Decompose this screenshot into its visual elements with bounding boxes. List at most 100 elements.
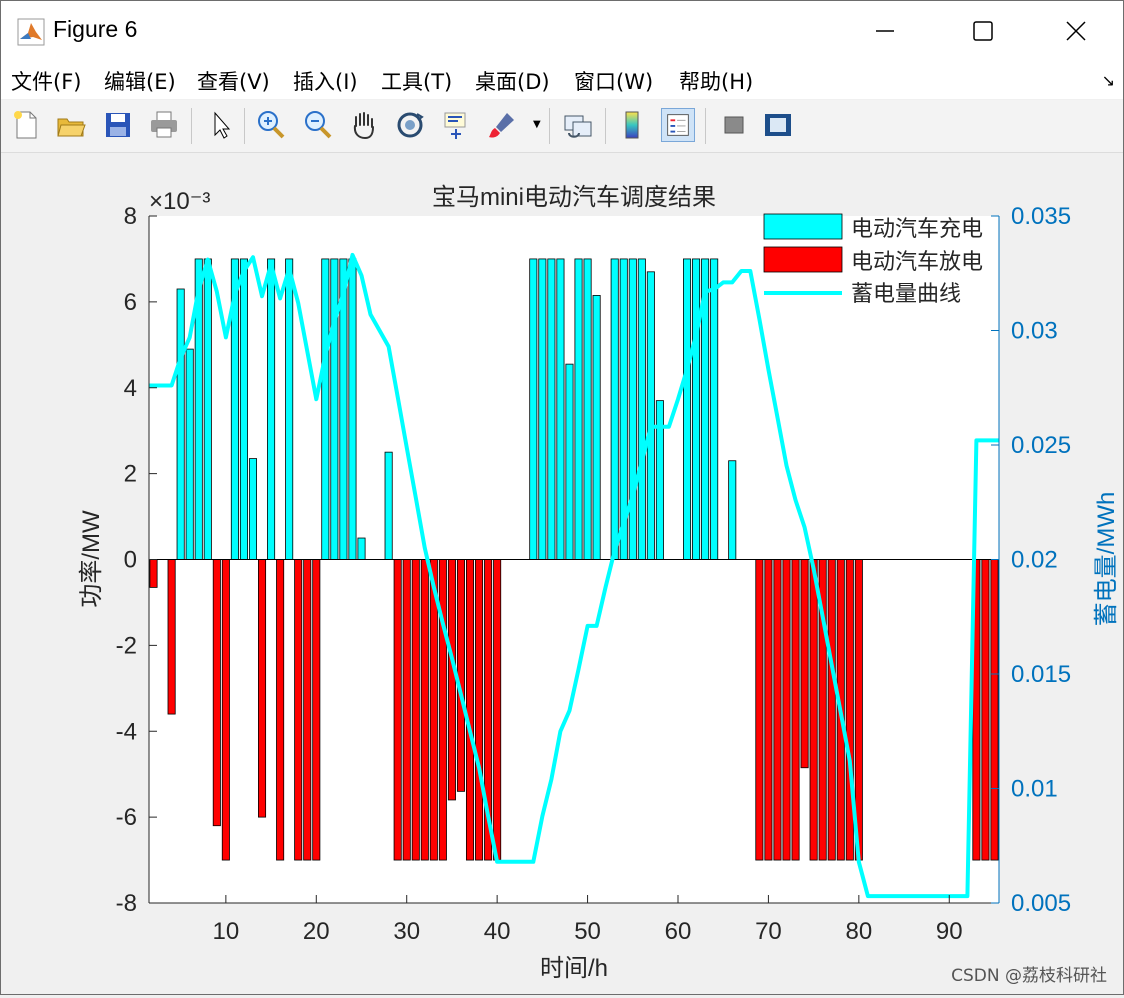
toolbar-separator: [191, 108, 192, 144]
menu-desktop[interactable]: 桌面(D): [475, 70, 550, 94]
menu-view[interactable]: 查看(V): [197, 70, 270, 94]
legend[interactable]: 电动汽车充电 电动汽车放电 蓄电量曲线: [763, 213, 983, 306]
brush-dropdown-icon[interactable]: ▼: [533, 119, 541, 130]
discharge-bar: [809, 559, 818, 861]
x-tick-label: 20: [303, 918, 330, 945]
charge-bar: [683, 258, 692, 560]
maximize-icon[interactable]: [961, 11, 1005, 51]
y-exponent-label: ×10⁻³: [149, 188, 210, 215]
charge-bar: [330, 258, 339, 560]
y2-tick-label: 0.03: [1011, 318, 1058, 345]
charge-bar: [565, 363, 574, 560]
dock-arrow-icon[interactable]: ↘: [1101, 71, 1115, 90]
link-plot-icon[interactable]: [561, 108, 595, 142]
discharge-bar: [258, 559, 267, 818]
menu-insert[interactable]: 插入(I): [293, 70, 358, 94]
menu-window[interactable]: 窗口(W): [574, 70, 654, 94]
discharge-bar: [791, 559, 800, 861]
charge-bar: [185, 348, 194, 560]
y-tick-label: 6: [124, 289, 137, 316]
legend-label-charge: 电动汽车充电: [851, 216, 983, 241]
show-plot-tools-icon[interactable]: [761, 108, 795, 142]
discharge-bar: [212, 559, 221, 827]
charge-bar: [239, 258, 248, 560]
discharge-bar: [303, 559, 312, 861]
pan-hand-icon[interactable]: [347, 108, 381, 142]
menu-tools[interactable]: 工具(T): [381, 70, 453, 94]
data-cursor-icon[interactable]: [439, 108, 473, 142]
discharge-bar: [393, 559, 402, 861]
zoom-out-icon[interactable]: [301, 108, 335, 142]
brush-icon[interactable]: [485, 108, 519, 142]
charge-bar: [655, 400, 664, 560]
x-tick-label: 80: [845, 918, 872, 945]
x-tick-label: 70: [755, 918, 782, 945]
discharge-bar: [845, 559, 854, 861]
charge-bar: [267, 258, 276, 560]
discharge-bar: [420, 559, 429, 861]
y2-tick-label: 0.015: [1011, 661, 1071, 688]
charge-bar: [710, 258, 719, 560]
charge-bar: [285, 258, 294, 560]
y2-tick-label: 0.01: [1011, 776, 1058, 803]
chart-svg[interactable]: 10 20 30 40 50 60 70 80 90 -8 -6 -4 -2 0 2 4 6 8 0.005 0.01…: [1, 153, 1123, 994]
matlab-logo-icon: [17, 18, 45, 46]
legend-icon[interactable]: [661, 108, 695, 142]
print-icon[interactable]: [147, 108, 181, 142]
rotate-3d-icon[interactable]: [393, 108, 427, 142]
minimize-icon[interactable]: [863, 11, 907, 51]
charge-bar: [203, 258, 212, 560]
discharge-bar: [456, 559, 465, 792]
discharge-bar: [475, 559, 484, 861]
charge-bar: [637, 258, 646, 560]
menu-file[interactable]: 文件(F): [11, 70, 82, 94]
y-tick-label: -6: [116, 804, 137, 831]
discharge-bar: [149, 559, 158, 588]
discharge-bar: [312, 559, 321, 861]
pointer-arrow-icon[interactable]: [204, 108, 238, 142]
charge-bar: [348, 258, 357, 560]
x-axis-label: 时间/h: [540, 955, 608, 982]
x-tick-label: 50: [574, 918, 601, 945]
discharge-bar: [827, 559, 836, 861]
discharge-bar: [465, 559, 475, 861]
title-bar: Figure 6: [1, 1, 1123, 61]
charge-bar: [646, 271, 655, 560]
y2-axis-label: 蓄电量/MWh: [1093, 492, 1120, 627]
y2-tick-label: 0.025: [1011, 432, 1071, 459]
charge-bar: [728, 460, 737, 560]
toolbar-separator: [705, 108, 706, 144]
y-tick-label: -4: [116, 718, 137, 745]
charge-bar: [176, 288, 185, 560]
x-tick-label: 10: [213, 918, 240, 945]
discharge-bar: [755, 559, 764, 861]
discharge-bar: [167, 559, 176, 715]
new-figure-icon[interactable]: [9, 108, 43, 142]
discharge-bar: [773, 559, 782, 861]
menu-help[interactable]: 帮助(H): [679, 70, 754, 94]
colorbar-icon[interactable]: [615, 108, 649, 142]
zoom-in-icon[interactable]: [254, 108, 288, 142]
save-icon[interactable]: [101, 108, 135, 142]
charge-bar: [547, 258, 556, 560]
open-file-icon[interactable]: [54, 108, 88, 142]
y2-tick-label: 0.005: [1011, 890, 1071, 917]
x-tick-label: 90: [936, 918, 963, 945]
charge-bar: [574, 258, 583, 560]
x-tick-label: 60: [665, 918, 692, 945]
hide-plot-tools-icon[interactable]: [717, 108, 751, 142]
soc-line: [149, 252, 999, 899]
toolbar-separator: [605, 108, 606, 144]
menu-edit[interactable]: 编辑(E): [104, 70, 176, 94]
discharge-bar: [981, 559, 990, 861]
discharge-bar: [782, 559, 791, 861]
charge-bar: [556, 258, 565, 560]
y-tick-label: 8: [124, 203, 137, 230]
charge-bar: [384, 451, 393, 560]
charge-bar: [357, 537, 366, 560]
discharge-bar: [276, 559, 285, 861]
x-tick-label: 30: [393, 918, 420, 945]
close-icon[interactable]: [1054, 11, 1098, 51]
toolbar: ▼: [1, 100, 1123, 153]
discharge-bar: [411, 559, 420, 861]
